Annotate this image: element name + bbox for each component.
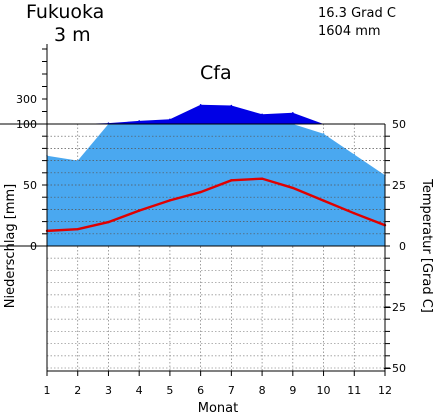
x-axis-title: Monat [198,401,238,415]
precipitation-point [199,103,202,106]
x-tick-label: 3 [105,384,112,397]
chart-marks [45,103,387,246]
x-tick-label: 5 [166,384,173,397]
precipitation-high-area [47,104,385,124]
temperature-point [322,199,325,202]
chart-axes [0,44,390,376]
precipitation-point [322,132,325,135]
right-tick-label: 0 [399,240,406,253]
precipitation-point [230,104,233,107]
precipitation-point [138,120,140,122]
temperature-point [76,227,79,231]
x-tick-label: 12 [378,384,392,397]
annual-temperature: 16.3 Grad C [318,6,396,21]
temperature-point [168,199,172,202]
x-tick-label: 2 [74,384,81,397]
station-name: Fukuoka [26,1,104,23]
x-tick-label: 4 [136,384,143,397]
temperature-point [260,177,264,180]
x-tick-label: 7 [228,384,235,397]
station-elevation: 3 m [54,24,91,46]
x-tick-label: 11 [347,384,361,397]
y-axis-title-left: Niederschlag [mm] [3,184,18,309]
x-tick-label: 6 [197,384,204,397]
precipitation-point [292,111,294,114]
left-tick-label: 0 [30,240,37,253]
left-tick-label: 300 [16,93,37,106]
x-tick-label: 1 [44,384,51,397]
left-tick-label: 50 [23,179,37,192]
temperature-point [291,186,295,190]
temperature-point [137,209,141,212]
temperature-point [107,220,110,224]
precipitation-point [76,159,79,162]
x-tick-label: 8 [259,384,266,397]
y-axis-title-right: Temperatur [Grad C] [419,178,434,313]
left-tick-label: 100 [16,118,37,131]
annual-precipitation: 1604 mm [318,24,381,39]
climate-classification: Cfa [200,62,232,84]
precipitation-point [169,118,171,121]
x-tick-label: 9 [289,384,296,397]
x-tick-label: 10 [317,384,331,397]
temperature-point [230,179,233,182]
temperature-point [353,212,356,215]
precipitation-point [261,113,263,116]
right-tick-label: −25 [383,301,406,314]
right-tick-label: −50 [383,362,406,375]
right-tick-label: 25 [392,179,406,192]
precipitation-point [353,153,356,156]
chart-grid [47,124,385,371]
temperature-line [46,177,386,233]
right-tick-label: 50 [392,118,406,131]
temperature-point [199,190,202,194]
